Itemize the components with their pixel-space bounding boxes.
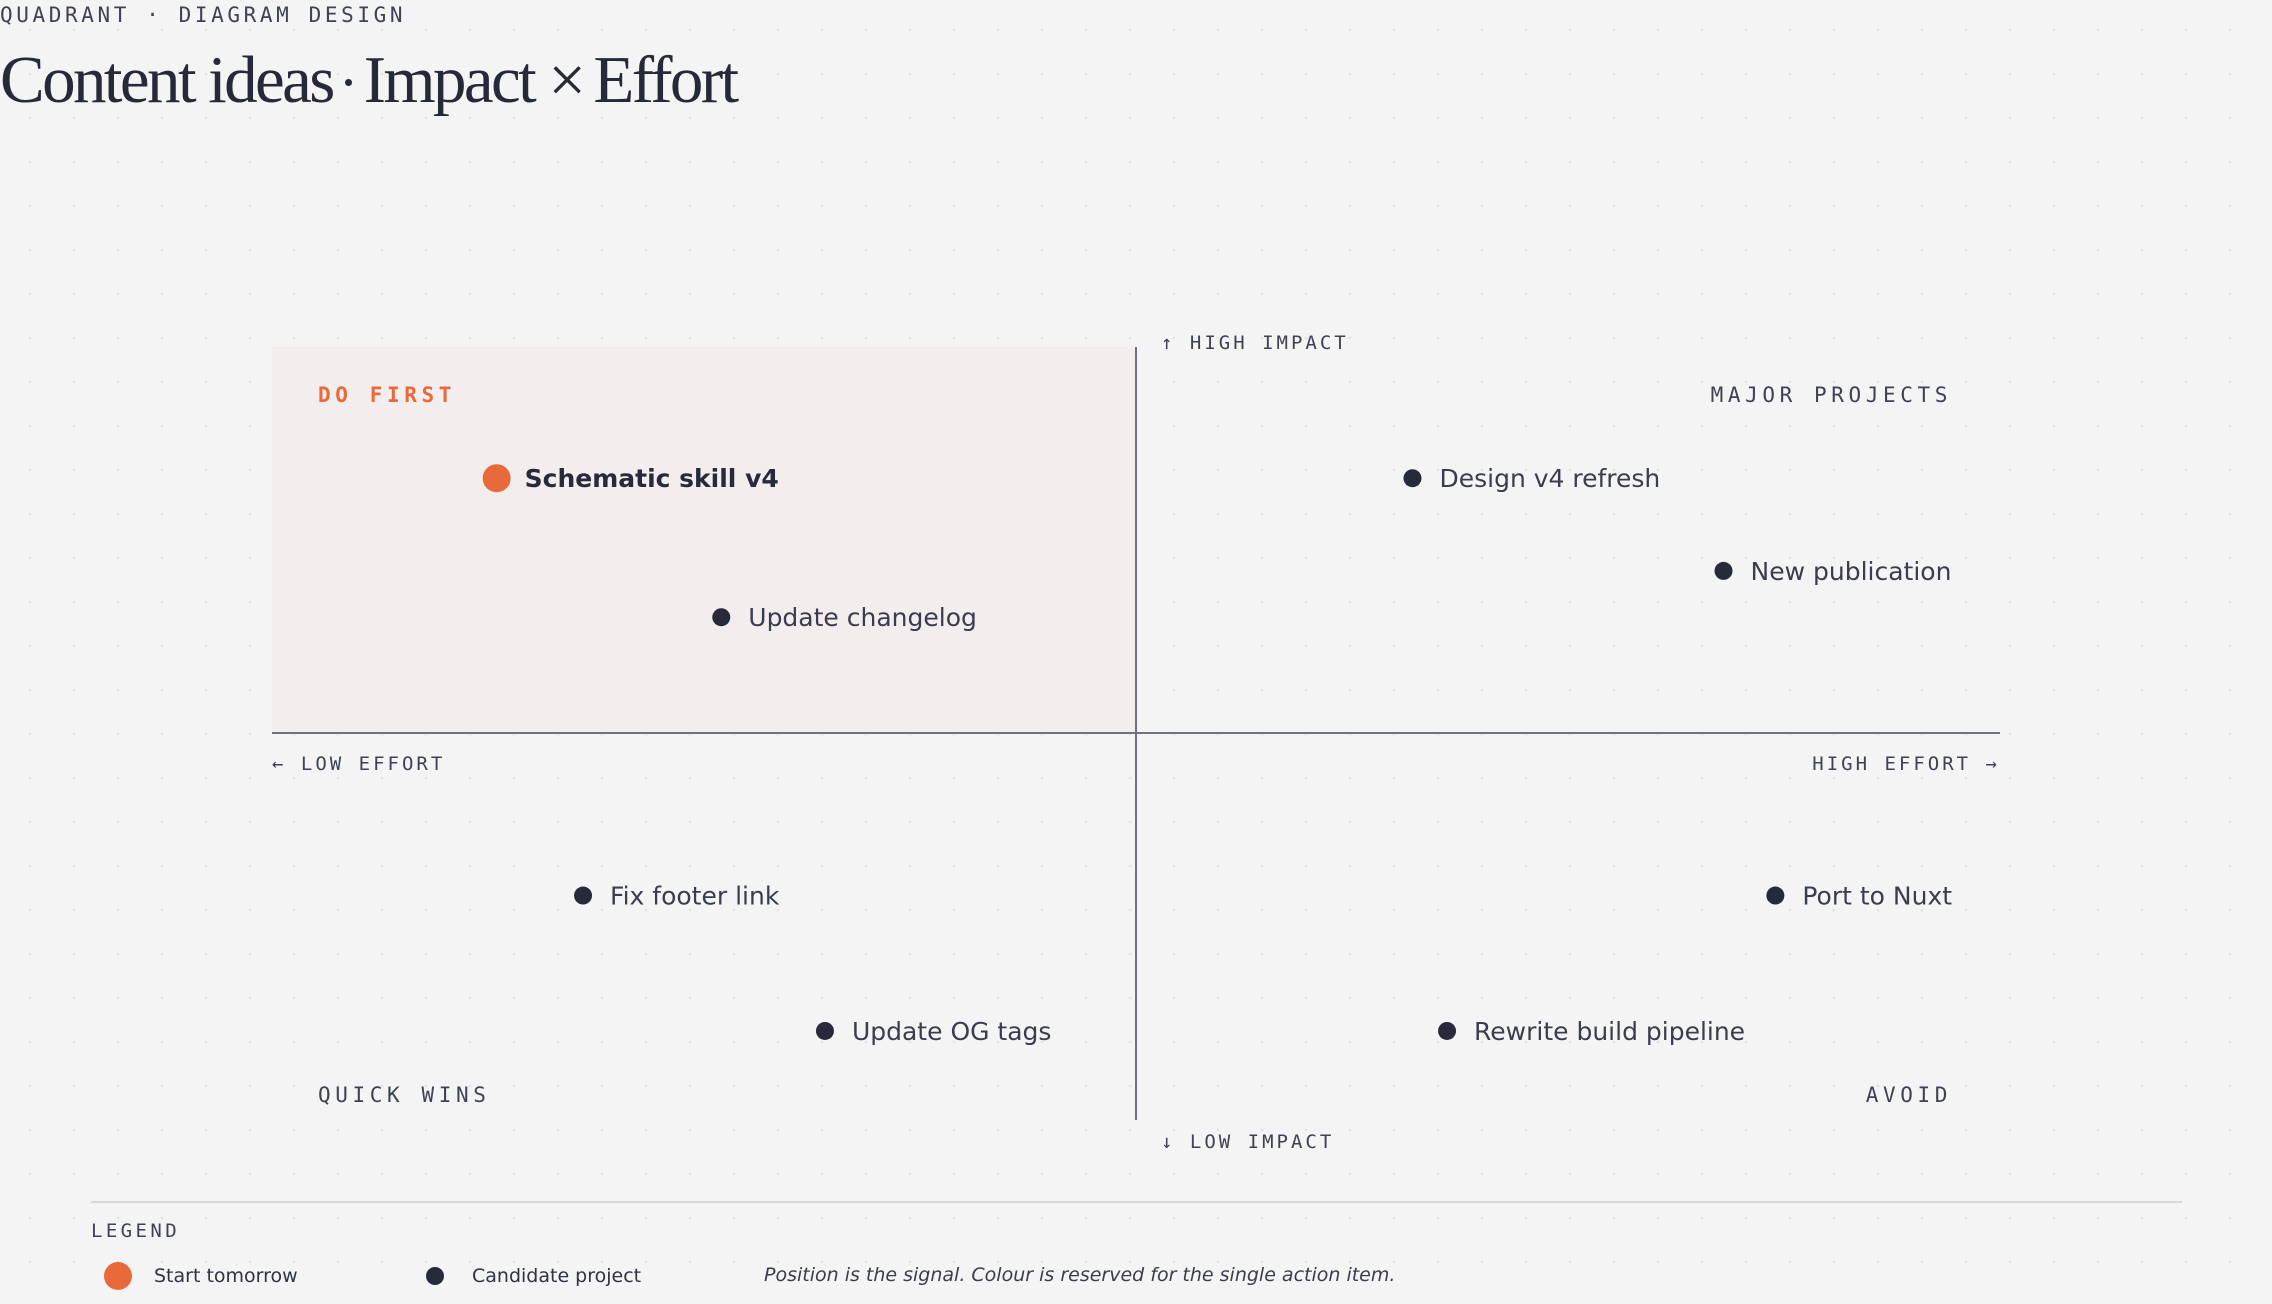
point-new-publication: New publication [1714,557,1952,586]
point-dot [1403,469,1422,488]
point-label: Design v4 refresh [1439,464,1660,493]
quadrant-label-major-projects: MAJOR PROJECTS [1711,383,1952,407]
point-port-to-nuxt: Port to Nuxt [1766,882,1952,911]
eyebrow: QUADRANT · DIAGRAM DESIGN [0,3,407,27]
legend-label-start-tomorrow: Start tomorrow [154,1265,298,1287]
point-dot [712,608,731,627]
x-axis-left-label: ← LOW EFFORT [272,753,445,775]
y-axis-bottom-label: ↓ LOW IMPACT [1161,1131,1334,1153]
quadrant-label-avoid: AVOID [1866,1083,1952,1107]
point-label: Schematic skill v4 [525,464,779,493]
point-dot [574,886,593,905]
legend-label-candidate-project: Candidate project [472,1265,642,1287]
point-update-og-tags: Update OG tags [815,1017,1051,1046]
point-fix-footer-link: Fix footer link [574,882,780,911]
quadrant-label-quick-wins: QUICK WINS [318,1083,490,1107]
point-rewrite-build-pipeline: Rewrite build pipeline [1438,1017,1745,1046]
legend-item-candidate-project: Candidate project [426,1262,641,1290]
point-update-changelog: Update changelog [712,603,977,632]
point-label: Update OG tags [852,1017,1051,1046]
highlight-dot [482,464,511,493]
title-part-effort: Effort [593,43,739,117]
point-dot [1438,1021,1457,1040]
title-separator-dot [344,79,352,87]
y-axis-top-label: ↑ HIGH IMPACT [1161,332,1349,354]
quadrant-label-do-first: DO FIRST [318,383,456,407]
do-first-quadrant-highlight [272,347,1136,734]
point-label: Update changelog [748,603,977,632]
point-label: Port to Nuxt [1802,882,1952,911]
x-axis-right-label: HIGH EFFORT → [1812,753,2000,775]
point-label: New publication [1751,557,1952,586]
data-points: Schematic skill v4 Update changelog Design… [482,464,1952,1046]
legend-divider [91,1201,2182,1203]
point-dot [1766,886,1785,905]
legend-ink-dot [426,1267,444,1285]
title-times: × [548,43,586,117]
point-design-v4-refresh: Design v4 refresh [1403,464,1660,493]
legend-item-start-tomorrow: Start tomorrow [104,1262,298,1290]
title-part-impact: Impact [363,43,537,117]
legend-title: LEGEND [91,1220,181,1242]
point-label: Fix footer link [610,882,780,911]
point-schematic-skill-v4: Schematic skill v4 [482,464,779,493]
title-part-content: Content ideas [0,43,335,117]
point-label: Rewrite build pipeline [1474,1017,1745,1046]
point-dot [1714,561,1733,580]
legend-note: Position is the signal. Colour is reserv… [764,1264,1396,1286]
point-dot [815,1021,834,1040]
page-title: Content ideas Impact × Effort [0,43,739,118]
legend-accent-dot [104,1262,132,1290]
